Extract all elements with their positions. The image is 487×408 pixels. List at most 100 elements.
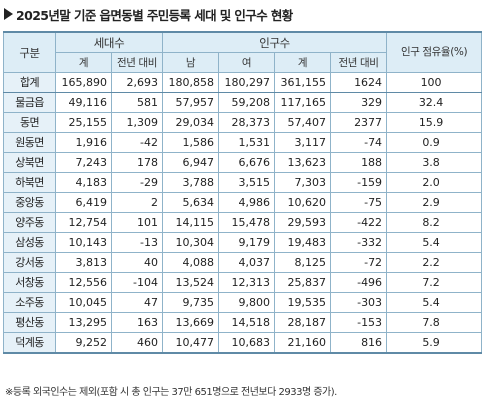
population-cell: 3,117 bbox=[274, 132, 332, 153]
population-cell: 13,623 bbox=[274, 152, 332, 173]
population-change-cell: -153 bbox=[330, 312, 388, 333]
households-change-cell: 163 bbox=[110, 312, 164, 333]
page-title: 2025년말 기준 읍면동별 주민등록 세대 및 인구수 현황 bbox=[4, 4, 293, 24]
region-cell: 소주동 bbox=[3, 292, 56, 313]
male-cell: 10,304 bbox=[162, 232, 220, 253]
households-change-cell: 581 bbox=[110, 92, 164, 113]
table-row: 동면 25,155 1,309 29,034 28,373 57,407 2377 15.9 bbox=[3, 112, 483, 133]
share-cell: 5.4 bbox=[386, 292, 483, 313]
households-cell: 1,916 bbox=[55, 132, 112, 153]
households-cell: 9,252 bbox=[55, 332, 112, 354]
population-cell: 117,165 bbox=[274, 92, 332, 113]
households-change-cell: -29 bbox=[110, 172, 164, 193]
region-cell: 상북면 bbox=[3, 152, 56, 173]
population-cell: 28,187 bbox=[274, 312, 332, 333]
households-cell: 25,155 bbox=[55, 112, 112, 133]
population-cell: 7,303 bbox=[274, 172, 332, 193]
households-change-cell: -42 bbox=[110, 132, 164, 153]
households-cell: 12,754 bbox=[55, 212, 112, 233]
page-title-text: 2025년말 기준 읍면동별 주민등록 세대 및 인구수 현황 bbox=[16, 7, 293, 23]
table-row: 합계 165,890 2,693 180,858 180,297 361,155 1624 1… bbox=[3, 72, 483, 93]
region-cell: 양주동 bbox=[3, 212, 56, 233]
share-cell: 2.9 bbox=[386, 192, 483, 213]
male-cell: 3,788 bbox=[162, 172, 220, 193]
table-row: 덕계동 9,252 460 10,477 10,683 21,160 816 5.9 bbox=[3, 332, 483, 354]
population-change-cell: -496 bbox=[330, 272, 388, 293]
header-hh-total: 계 bbox=[55, 52, 112, 73]
female-cell: 6,676 bbox=[218, 152, 276, 173]
male-cell: 9,735 bbox=[162, 292, 220, 313]
female-cell: 9,800 bbox=[218, 292, 276, 313]
share-cell: 2.2 bbox=[386, 252, 483, 273]
population-cell: 57,407 bbox=[274, 112, 332, 133]
female-cell: 3,515 bbox=[218, 172, 276, 193]
female-cell: 9,179 bbox=[218, 232, 276, 253]
population-cell: 29,593 bbox=[274, 212, 332, 233]
header-households: 세대수 bbox=[54, 31, 164, 53]
households-cell: 165,890 bbox=[55, 72, 112, 93]
male-cell: 14,115 bbox=[162, 212, 220, 233]
region-cell: 덕계동 bbox=[3, 332, 56, 354]
households-cell: 7,243 bbox=[55, 152, 112, 173]
share-cell: 32.4 bbox=[386, 92, 483, 113]
households-cell: 6,419 bbox=[55, 192, 112, 213]
share-cell: 5.4 bbox=[386, 232, 483, 253]
male-cell: 1,586 bbox=[162, 132, 220, 153]
share-cell: 2.0 bbox=[386, 172, 483, 193]
region-cell: 하북면 bbox=[3, 172, 56, 193]
male-cell: 4,088 bbox=[162, 252, 220, 273]
table-row: 소주동 10,045 47 9,735 9,800 19,535 -303 5.4 bbox=[3, 292, 483, 313]
households-change-cell: 1,309 bbox=[110, 112, 164, 133]
population-cell: 19,535 bbox=[274, 292, 332, 313]
region-cell: 물금읍 bbox=[3, 92, 56, 113]
population-cell: 25,837 bbox=[274, 272, 332, 293]
male-cell: 10,477 bbox=[162, 332, 220, 354]
header-pop-change: 전년 대비 bbox=[330, 52, 388, 73]
header-population: 인구수 bbox=[162, 31, 388, 53]
households-change-cell: 40 bbox=[110, 252, 164, 273]
female-cell: 10,683 bbox=[218, 332, 276, 354]
female-cell: 4,986 bbox=[218, 192, 276, 213]
female-cell: 180,297 bbox=[218, 72, 276, 93]
female-cell: 28,373 bbox=[218, 112, 276, 133]
population-cell: 21,160 bbox=[274, 332, 332, 354]
households-change-cell: -104 bbox=[110, 272, 164, 293]
households-cell: 3,813 bbox=[55, 252, 112, 273]
population-change-cell: -74 bbox=[330, 132, 388, 153]
table-row: 원동면 1,916 -42 1,586 1,531 3,117 -74 0.9 bbox=[3, 132, 483, 153]
population-change-cell: -332 bbox=[330, 232, 388, 253]
table-row: 물금읍 49,116 581 57,957 59,208 117,165 329 32.4 bbox=[3, 92, 483, 113]
households-change-cell: 101 bbox=[110, 212, 164, 233]
footnote: ※등록 외국인수는 제외(포함 시 총 인구는 37만 651명으로 전년보다 … bbox=[5, 387, 337, 398]
female-cell: 14,518 bbox=[218, 312, 276, 333]
households-change-cell: 460 bbox=[110, 332, 164, 354]
households-cell: 10,143 bbox=[55, 232, 112, 253]
households-cell: 13,295 bbox=[55, 312, 112, 333]
population-cell: 361,155 bbox=[274, 72, 332, 93]
region-cell: 합계 bbox=[3, 72, 56, 93]
male-cell: 13,524 bbox=[162, 272, 220, 293]
households-cell: 49,116 bbox=[55, 92, 112, 113]
female-cell: 59,208 bbox=[218, 92, 276, 113]
share-cell: 5.9 bbox=[386, 332, 483, 354]
share-cell: 0.9 bbox=[386, 132, 483, 153]
male-cell: 13,669 bbox=[162, 312, 220, 333]
households-change-cell: 178 bbox=[110, 152, 164, 173]
region-cell: 원동면 bbox=[3, 132, 56, 153]
region-cell: 서창동 bbox=[3, 272, 56, 293]
population-table: 구분 세대수 인구수 인구 점유율(%) 계 전년 대비 남 여 계 전년 대비… bbox=[3, 31, 483, 354]
population-change-cell: 816 bbox=[330, 332, 388, 354]
share-cell: 3.8 bbox=[386, 152, 483, 173]
population-cell: 10,620 bbox=[274, 192, 332, 213]
region-cell: 중앙동 bbox=[3, 192, 56, 213]
table-row: 삼성동 10,143 -13 10,304 9,179 19,483 -332 5.4 bbox=[3, 232, 483, 253]
share-cell: 7.2 bbox=[386, 272, 483, 293]
population-cell: 19,483 bbox=[274, 232, 332, 253]
header-male: 남 bbox=[162, 52, 220, 73]
population-change-cell: -72 bbox=[330, 252, 388, 273]
population-change-cell: 329 bbox=[330, 92, 388, 113]
population-change-cell: -422 bbox=[330, 212, 388, 233]
header-pop-total: 계 bbox=[274, 52, 332, 73]
female-cell: 4,037 bbox=[218, 252, 276, 273]
population-change-cell: -75 bbox=[330, 192, 388, 213]
